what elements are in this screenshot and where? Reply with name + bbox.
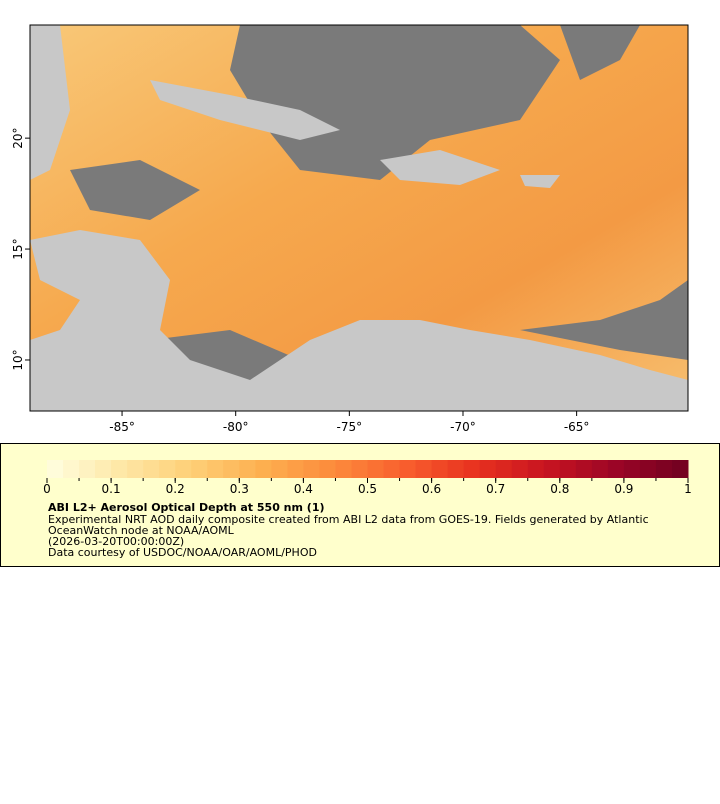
colorbar-segment	[159, 460, 176, 478]
colorbar-segment	[655, 460, 673, 478]
colorbar-tick-label: 0	[43, 482, 51, 496]
land	[380, 150, 500, 185]
land	[150, 80, 340, 140]
colorbar-segment	[479, 460, 497, 478]
x-tick-label: -65°	[564, 420, 590, 434]
colorbar-tick-label: 1	[684, 482, 692, 496]
colorbar-segment	[255, 460, 272, 478]
colorbar-segment	[607, 460, 625, 478]
colorbar-tick-label: 0.1	[102, 482, 121, 496]
colorbar-segment	[431, 460, 449, 478]
colorbar-tick-label: 0.2	[166, 482, 185, 496]
legend-line: OceanWatch node at NOAA/AOML	[48, 524, 235, 537]
x-tick-label: -70°	[450, 420, 476, 434]
colorbar-tick-label: 0.9	[614, 482, 633, 496]
x-tick-label: -75°	[337, 420, 363, 434]
x-tick-label: -85°	[109, 420, 135, 434]
colorbar-tick-label: 0.3	[230, 482, 249, 496]
land	[520, 175, 560, 188]
colorbar-segment	[319, 460, 336, 478]
colorbar-tick-label: 0.7	[486, 482, 505, 496]
colorbar-segment	[207, 460, 224, 478]
colorbar-segment	[383, 460, 401, 478]
colorbar-segment	[271, 460, 288, 478]
colorbar-segment	[527, 460, 545, 478]
colorbar-segment	[63, 460, 80, 478]
colorbar-tick-label: 0.8	[550, 482, 569, 496]
colorbar-segment	[671, 460, 689, 478]
colorbar-segment	[287, 460, 304, 478]
colorbar-segment	[495, 460, 513, 478]
colorbar-segment	[47, 460, 64, 478]
y-tick-label: 15°	[11, 238, 25, 259]
colorbar-segment	[639, 460, 657, 478]
land	[30, 230, 688, 411]
colorbar-segment	[399, 460, 417, 478]
colorbar-segment	[111, 460, 128, 478]
colorbar-segment	[415, 460, 433, 478]
colorbar-segment	[591, 460, 609, 478]
colorbar-segment	[127, 460, 144, 478]
colorbar-segment	[511, 460, 529, 478]
colorbar-segment	[335, 460, 352, 478]
colorbar-segment	[239, 460, 256, 478]
no-data	[560, 25, 640, 80]
y-tick-label: 10°	[11, 349, 25, 370]
colorbar-segment	[367, 460, 385, 478]
colorbar-segment	[79, 460, 96, 478]
colorbar-segment	[351, 460, 368, 478]
colorbar-tick-label: 0.6	[422, 482, 441, 496]
map-area	[29, 24, 689, 412]
colorbar-segment	[559, 460, 577, 478]
colorbar-segment	[175, 460, 192, 478]
no-data	[230, 25, 560, 180]
colorbar-segment	[191, 460, 208, 478]
colorbar-tick-label: 0.4	[294, 482, 313, 496]
colorbar-segment	[143, 460, 160, 478]
legend-line: Data courtesy of USDOC/NOAA/OAR/AOML/PHO…	[48, 546, 317, 559]
colorbar-segment	[303, 460, 320, 478]
no-data	[70, 160, 200, 220]
x-tick-label: -80°	[223, 420, 249, 434]
no-data	[520, 280, 688, 360]
y-tick-label: 20°	[11, 127, 25, 148]
colorbar-segment	[463, 460, 481, 478]
colorbar-segment	[95, 460, 112, 478]
land	[30, 25, 70, 180]
colorbar-tick-label: 0.5	[358, 482, 377, 496]
colorbar-segment	[623, 460, 641, 478]
legend-line: Experimental NRT AOD daily composite cre…	[48, 513, 649, 526]
colorbar-segment	[543, 460, 561, 478]
legend-line: (2026-03-20T00:00:00Z)	[48, 535, 184, 548]
map-frame	[29, 24, 689, 412]
colorbar-segment	[223, 460, 240, 478]
legend-title: ABI L2+ Aerosol Optical Depth at 550 nm …	[48, 501, 325, 514]
colorbar-segment	[447, 460, 465, 478]
colorbar-segment	[575, 460, 593, 478]
